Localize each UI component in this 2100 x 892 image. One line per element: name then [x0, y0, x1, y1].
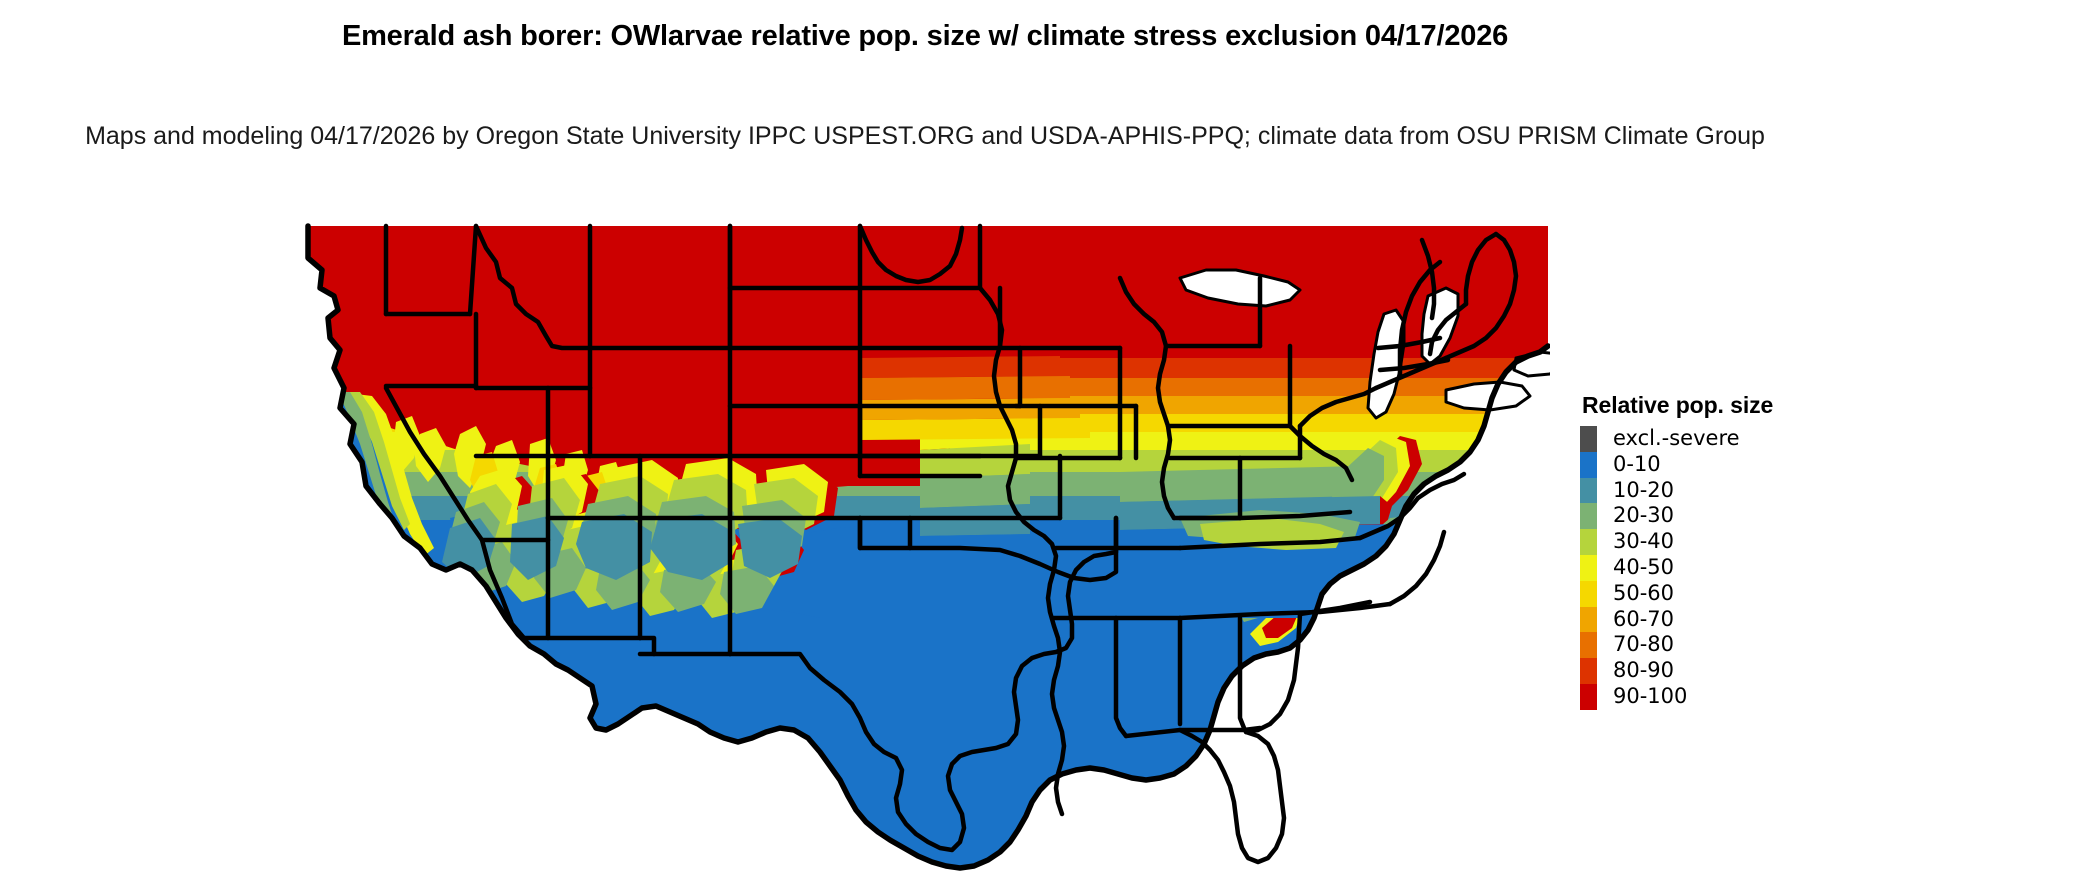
legend-title: Relative pop. size [1582, 392, 1774, 418]
raster-west [308, 226, 950, 638]
legend-label: 40-50 [1613, 554, 1675, 579]
legend-row: 60-70 [1580, 606, 1900, 633]
great-lakes [1178, 268, 1550, 420]
legend-row: 80-90 [1580, 658, 1900, 684]
legend-color-swatch [1580, 451, 1597, 478]
legend-label: 20-30 [1613, 503, 1675, 528]
legend-label: 90-100 [1613, 683, 1688, 708]
legend-label: excl.-severe [1613, 426, 1740, 450]
national-outline [305, 223, 1550, 871]
legend-row: 0-10 [1580, 451, 1900, 478]
legend-label: 10-20 [1613, 477, 1675, 502]
legend-color-swatch [1580, 606, 1597, 633]
legend-items: excl.-severe 0-10 10-20 20-30 30-40 40-50 50-6… [1580, 426, 1900, 710]
legend-row: 90-100 [1580, 683, 1900, 710]
legend-row: 50-60 [1580, 580, 1900, 607]
legend-color-swatch [1580, 554, 1597, 581]
legend-color-swatch [1580, 477, 1597, 504]
legend-label: 80-90 [1613, 658, 1675, 683]
legend-label: 30-40 [1613, 529, 1675, 554]
legend-label: 0-10 [1613, 451, 1661, 476]
legend-color-swatch [1580, 658, 1597, 684]
map-legend: Relative pop. size excl.-severe 0-10 10-20… [1580, 392, 1900, 710]
choropleth-map[interactable] [300, 218, 1550, 878]
legend-color-swatch [1580, 503, 1597, 530]
page-title: Emerald ash borer: OWlarvae relative pop… [341, 20, 1509, 52]
legend-color-swatch [1580, 529, 1597, 555]
legend-label: 60-70 [1613, 606, 1675, 631]
legend-label: 50-60 [1613, 580, 1675, 605]
legend-row: 40-50 [1580, 554, 1900, 581]
legend-color-swatch [1580, 426, 1597, 452]
legend-row: excl.-severe [1580, 426, 1900, 452]
legend-color-swatch [1580, 632, 1597, 659]
legend-color-swatch [1580, 683, 1597, 710]
legend-row: 30-40 [1580, 529, 1900, 555]
legend-row: 70-80 [1580, 632, 1900, 659]
legend-row: 10-20 [1580, 477, 1900, 504]
legend-row: 20-30 [1580, 503, 1900, 530]
legend-label: 70-80 [1613, 632, 1675, 657]
page-subtitle: Maps and modeling 04/17/2026 by Oregon S… [85, 122, 1765, 150]
state-borders [383, 223, 1519, 865]
legend-color-swatch [1580, 580, 1597, 607]
